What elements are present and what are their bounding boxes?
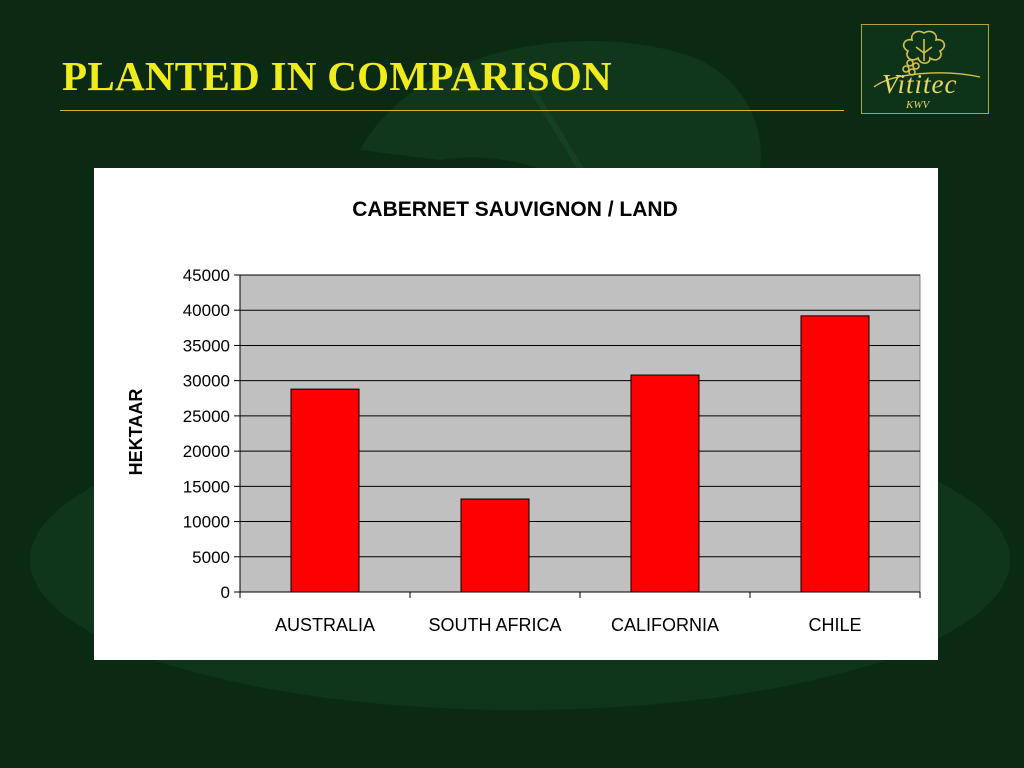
y-tick-label: 0 xyxy=(221,583,230,602)
grape-leaf-icon xyxy=(902,30,946,76)
y-tick-label: 5000 xyxy=(192,548,230,567)
title-divider xyxy=(60,110,844,111)
chart-title: CABERNET SAUVIGNON / LAND xyxy=(352,198,678,221)
slide-title: PLANTED IN COMPARISON xyxy=(62,53,612,99)
x-tick-label: CALIFORNIA xyxy=(611,615,719,635)
x-tick-label: SOUTH AFRICA xyxy=(428,615,561,635)
y-tick-label: 15000 xyxy=(183,477,230,496)
y-tick-label: 45000 xyxy=(183,266,230,285)
y-tick-label: 25000 xyxy=(183,407,230,426)
chart-panel: CABERNET SAUVIGNON / LAND 0 5000 10000 1500… xyxy=(94,168,938,660)
y-tick-label: 35000 xyxy=(183,336,230,355)
y-tick-label: 40000 xyxy=(183,301,230,320)
bar-south-africa xyxy=(460,498,530,593)
y-axis-label: HEKTAAR xyxy=(126,389,146,476)
bar-california xyxy=(630,374,700,593)
bar-australia xyxy=(290,388,360,593)
logo-swoosh xyxy=(873,72,981,88)
y-tick-label: 20000 xyxy=(183,442,230,461)
bar-chile xyxy=(800,315,870,593)
bar-chart: CABERNET SAUVIGNON / LAND 0 5000 10000 1500… xyxy=(126,198,921,635)
y-tick-label: 10000 xyxy=(183,513,230,532)
logo-brand: Vititec xyxy=(882,69,957,99)
x-tick-label: CHILE xyxy=(808,615,861,635)
vititec-logo: Vititec KWV xyxy=(861,24,989,114)
logo-sub: KWV xyxy=(905,99,931,111)
x-tick-label: AUSTRALIA xyxy=(275,615,375,635)
y-tick-label: 30000 xyxy=(183,372,230,391)
